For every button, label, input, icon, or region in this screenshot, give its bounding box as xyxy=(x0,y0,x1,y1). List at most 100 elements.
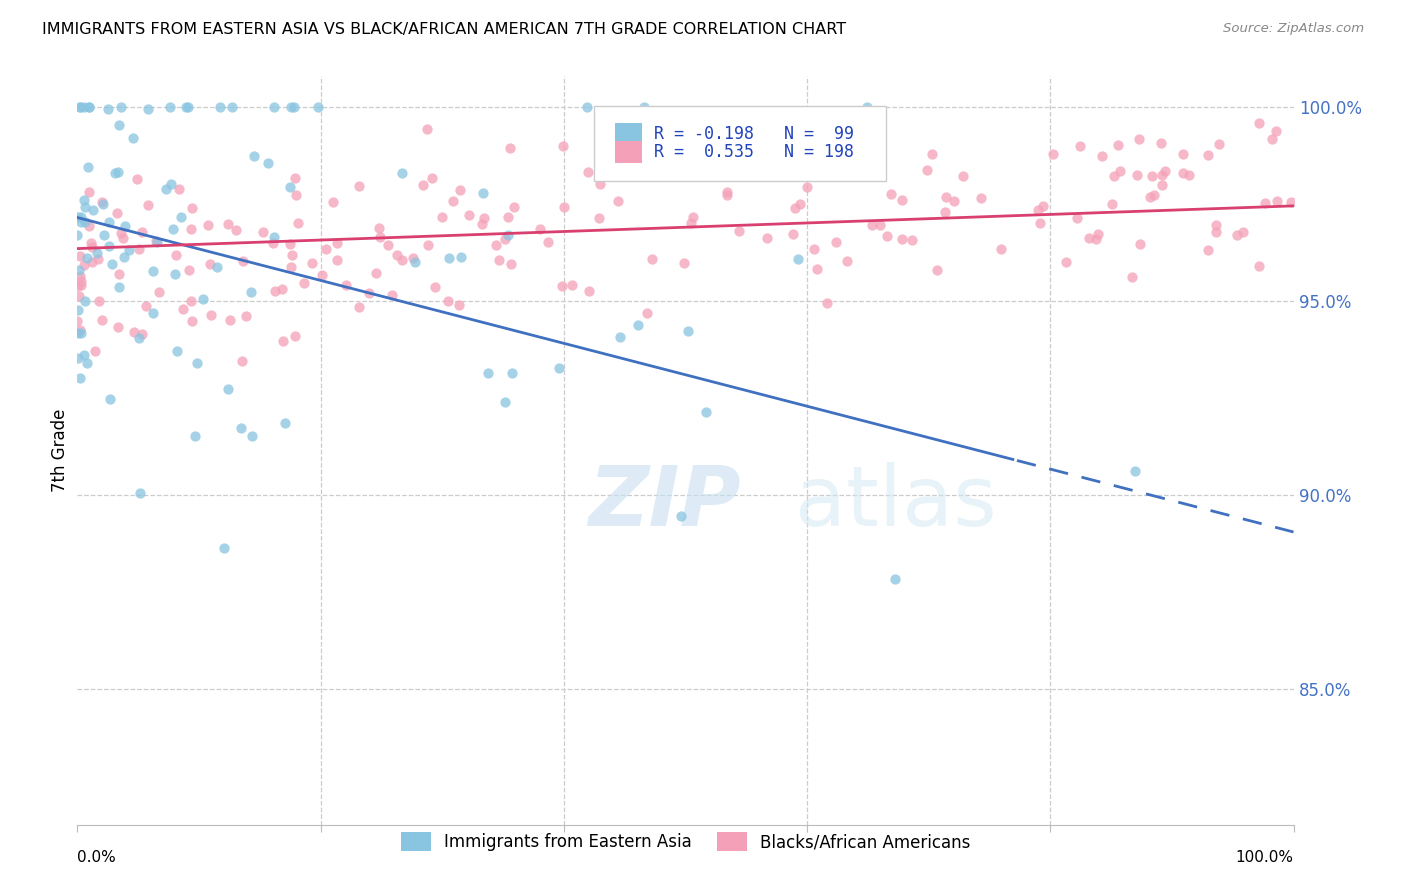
Point xyxy=(576,164,599,178)
Point xyxy=(1126,168,1149,182)
Point xyxy=(198,257,221,271)
Point xyxy=(284,170,307,185)
Point xyxy=(494,232,516,246)
Point xyxy=(108,280,131,294)
Point xyxy=(70,211,93,225)
Point xyxy=(682,210,704,224)
Point xyxy=(1171,146,1194,161)
Point xyxy=(142,306,165,320)
Point xyxy=(485,237,508,252)
Point xyxy=(73,201,96,215)
Point xyxy=(1032,199,1054,213)
Point xyxy=(695,405,717,419)
Point xyxy=(1091,149,1114,163)
Point xyxy=(280,100,302,114)
Point xyxy=(135,299,157,313)
Point xyxy=(69,371,91,385)
Point xyxy=(876,229,898,244)
Point xyxy=(181,313,204,327)
Point xyxy=(131,326,153,341)
Point xyxy=(412,178,434,192)
Point xyxy=(748,168,770,182)
Point xyxy=(186,356,208,370)
Point xyxy=(828,145,851,160)
Point xyxy=(159,100,181,114)
Text: IMMIGRANTS FROM EASTERN ASIA VS BLACK/AFRICAN AMERICAN 7TH GRADE CORRELATION CHA: IMMIGRANTS FROM EASTERN ASIA VS BLACK/AF… xyxy=(42,22,846,37)
Point xyxy=(529,221,551,235)
Point xyxy=(437,251,460,265)
Point xyxy=(76,356,98,370)
Point xyxy=(82,202,104,217)
Text: 0.0%: 0.0% xyxy=(77,850,117,865)
Point xyxy=(457,208,479,222)
Point xyxy=(613,167,636,181)
Point xyxy=(561,278,583,293)
Point xyxy=(232,254,254,268)
Point xyxy=(636,306,658,320)
Point xyxy=(404,255,426,269)
Point xyxy=(219,312,242,326)
Point xyxy=(118,243,141,257)
Point xyxy=(785,201,807,215)
Point xyxy=(815,296,838,310)
Point xyxy=(891,232,914,246)
Point xyxy=(170,210,193,224)
Text: Source: ZipAtlas.com: Source: ZipAtlas.com xyxy=(1223,22,1364,36)
Point xyxy=(425,279,447,293)
Point xyxy=(235,310,257,324)
Point xyxy=(716,187,738,202)
Point xyxy=(197,219,219,233)
Point xyxy=(391,166,413,180)
Point xyxy=(128,331,150,345)
Point xyxy=(148,285,170,299)
Point xyxy=(70,215,93,229)
Point xyxy=(86,246,108,260)
Point xyxy=(200,308,222,322)
Point xyxy=(212,541,235,555)
Point xyxy=(1143,188,1166,202)
Point xyxy=(263,100,285,114)
Point xyxy=(284,328,307,343)
Point xyxy=(69,268,91,283)
Point xyxy=(1078,230,1101,244)
Point xyxy=(69,323,91,337)
Point xyxy=(221,100,243,114)
Point xyxy=(1109,164,1132,178)
Point xyxy=(262,236,284,251)
Point xyxy=(990,242,1012,256)
Point xyxy=(401,251,423,265)
Point xyxy=(501,366,523,380)
Point xyxy=(82,255,104,269)
Point xyxy=(93,227,115,242)
Point xyxy=(588,177,610,191)
Point xyxy=(69,100,91,114)
Point xyxy=(73,214,96,228)
Point xyxy=(1069,138,1091,153)
Point xyxy=(1208,136,1230,151)
Point xyxy=(441,194,464,208)
Point xyxy=(76,251,98,265)
Point xyxy=(1205,218,1227,232)
Point xyxy=(105,206,128,220)
Point xyxy=(73,100,96,114)
Point xyxy=(66,227,89,242)
Point xyxy=(450,250,472,264)
Point xyxy=(110,226,132,240)
Point xyxy=(67,278,90,293)
Point xyxy=(860,219,883,233)
Point xyxy=(208,100,231,114)
Point xyxy=(72,258,94,272)
Point xyxy=(787,252,810,266)
Point xyxy=(592,153,614,168)
Point xyxy=(925,262,948,277)
Point xyxy=(252,225,274,239)
Point xyxy=(141,264,163,278)
Point xyxy=(1197,148,1219,162)
Point xyxy=(1029,216,1052,230)
Point xyxy=(326,253,349,268)
Point xyxy=(934,204,956,219)
Point xyxy=(1128,132,1150,146)
Point xyxy=(935,190,957,204)
Point xyxy=(281,248,304,262)
Point xyxy=(98,238,121,252)
